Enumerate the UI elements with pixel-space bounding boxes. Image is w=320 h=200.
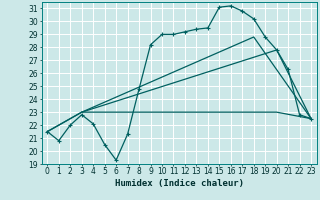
X-axis label: Humidex (Indice chaleur): Humidex (Indice chaleur) <box>115 179 244 188</box>
